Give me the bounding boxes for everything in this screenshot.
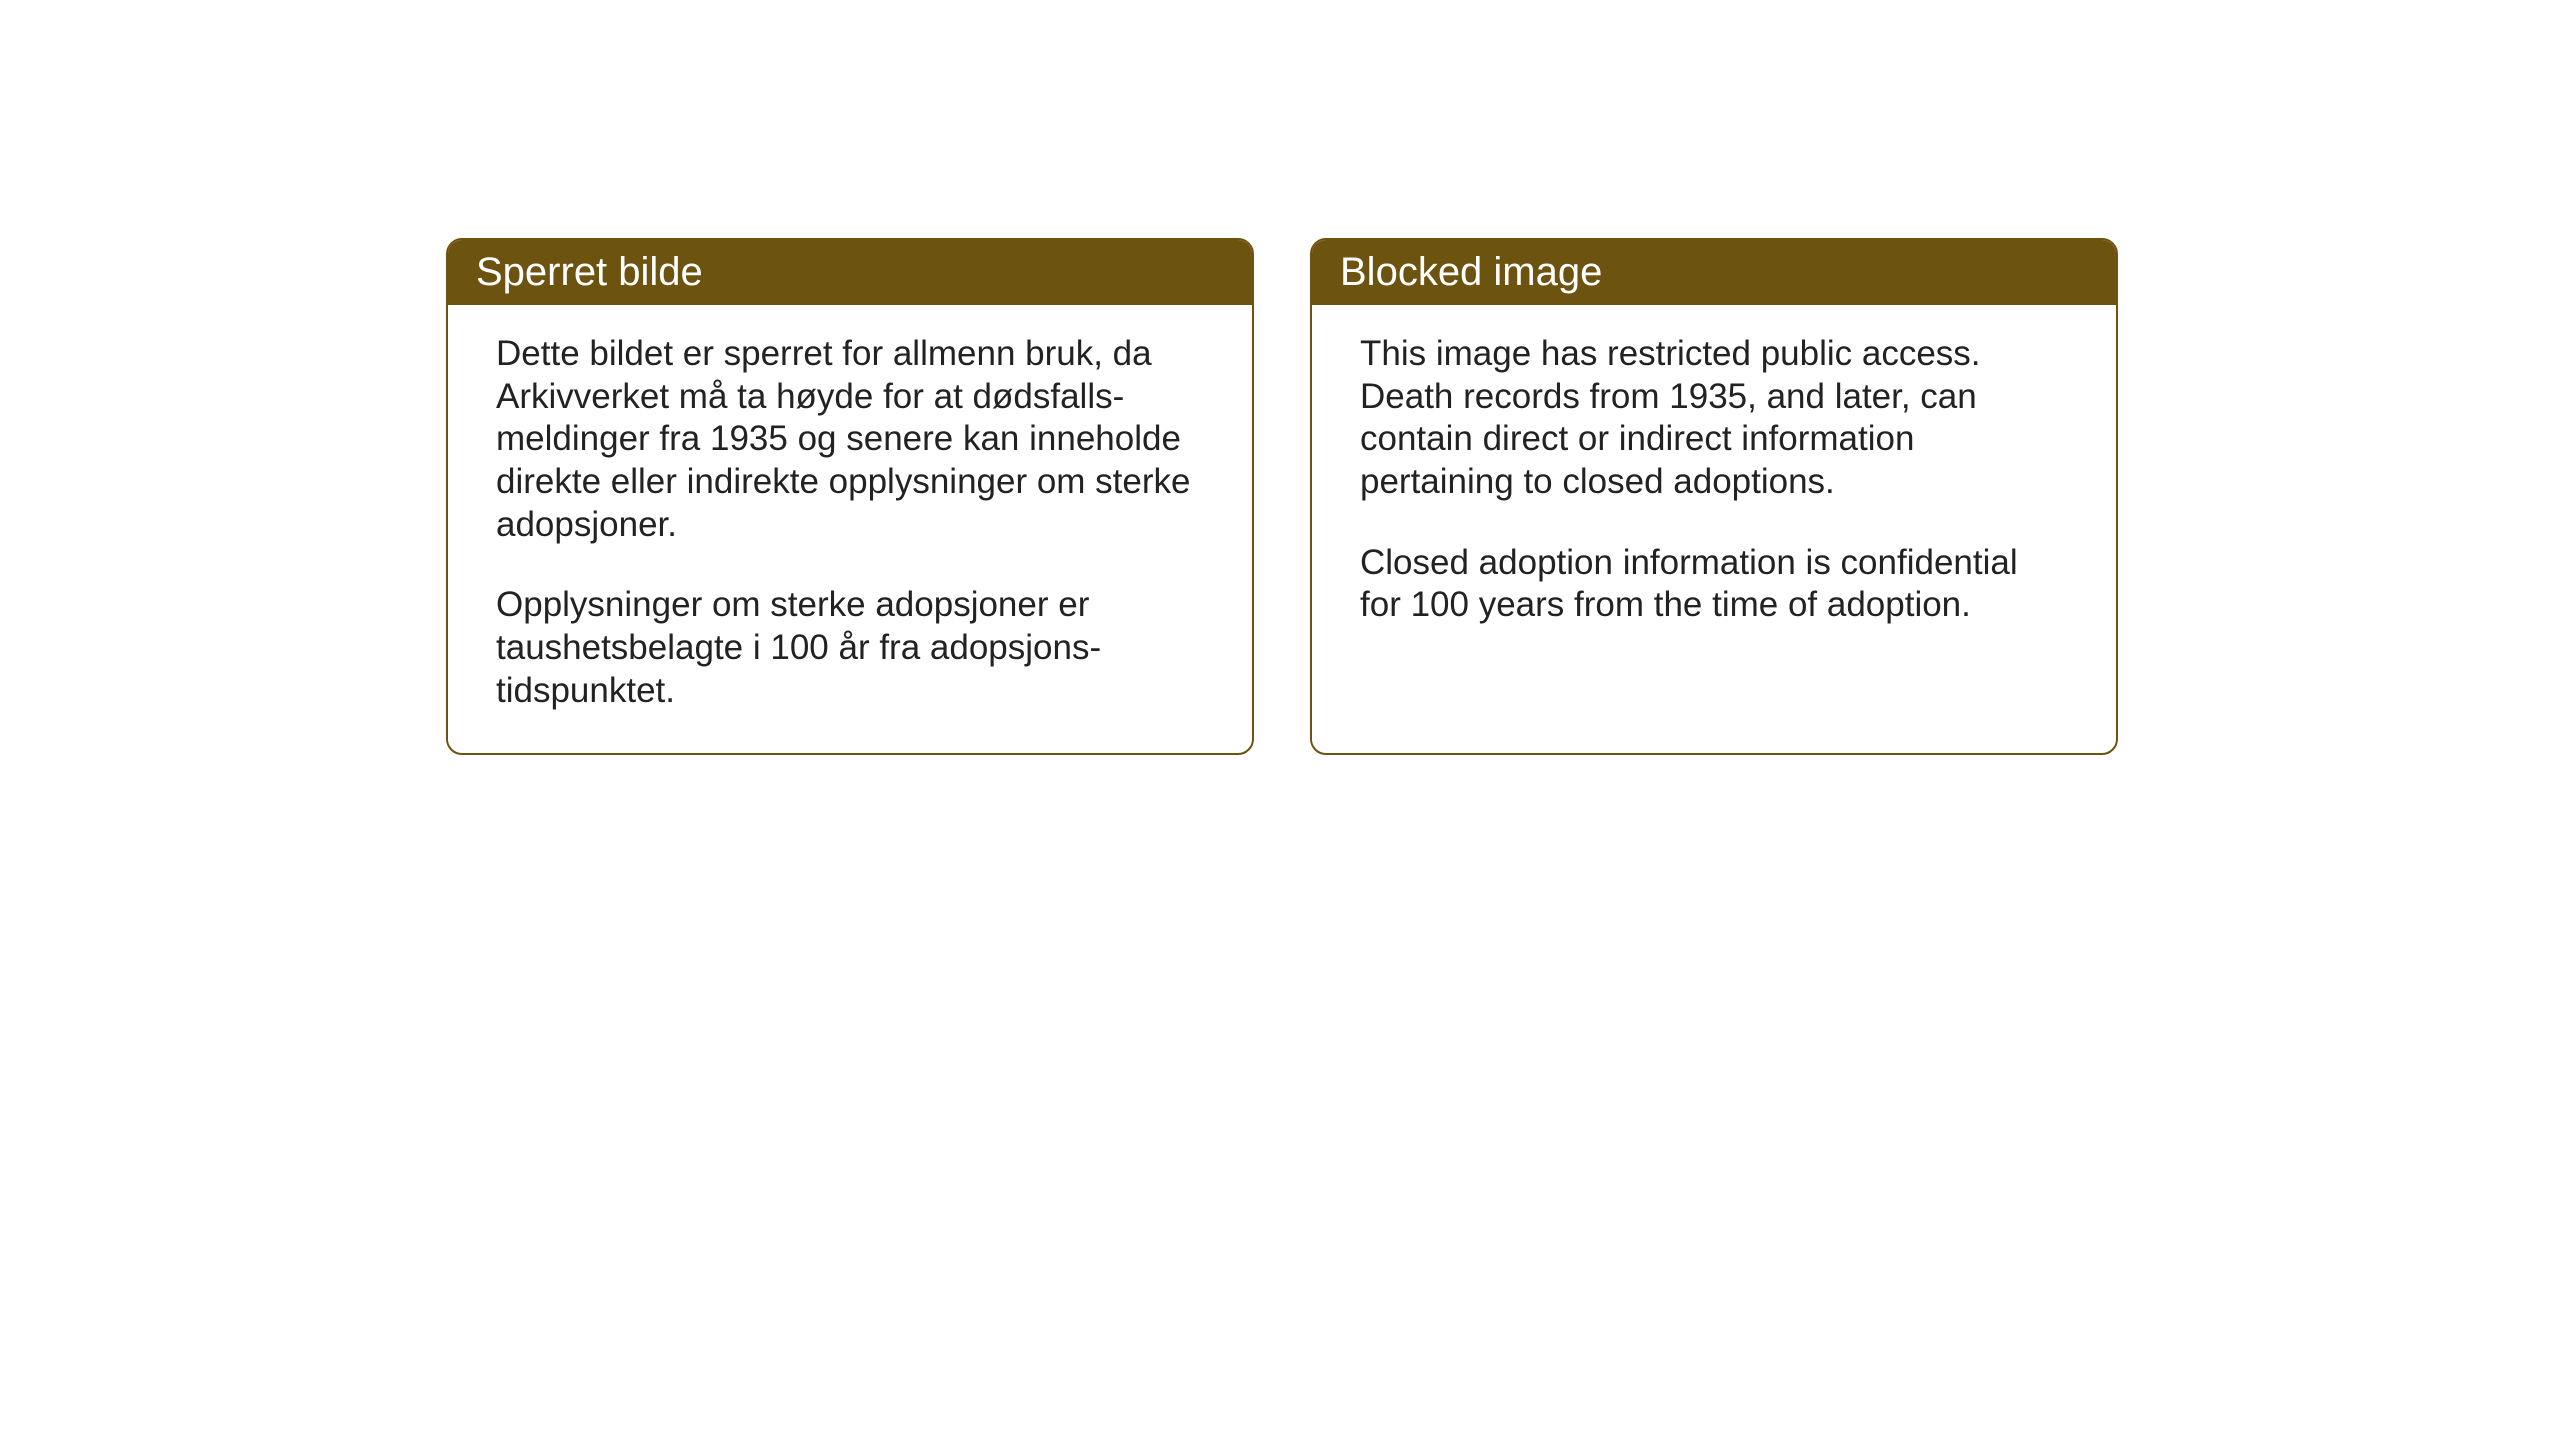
norwegian-card-body: Dette bildet er sperret for allmenn bruk… <box>448 305 1252 753</box>
norwegian-paragraph-2: Opplysninger om sterke adopsjoner er tau… <box>496 584 1204 712</box>
norwegian-paragraph-1: Dette bildet er sperret for allmenn bruk… <box>496 333 1204 546</box>
english-paragraph-2: Closed adoption information is confident… <box>1360 542 2068 627</box>
norwegian-card: Sperret bilde Dette bildet er sperret fo… <box>446 238 1254 755</box>
english-card-header: Blocked image <box>1312 240 2116 305</box>
english-paragraph-1: This image has restricted public access.… <box>1360 333 2068 504</box>
cards-container: Sperret bilde Dette bildet er sperret fo… <box>446 238 2118 755</box>
norwegian-card-title: Sperret bilde <box>476 250 703 294</box>
english-card: Blocked image This image has restricted … <box>1310 238 2118 755</box>
english-card-body: This image has restricted public access.… <box>1312 305 2116 745</box>
english-card-title: Blocked image <box>1340 250 1602 294</box>
norwegian-card-header: Sperret bilde <box>448 240 1252 305</box>
